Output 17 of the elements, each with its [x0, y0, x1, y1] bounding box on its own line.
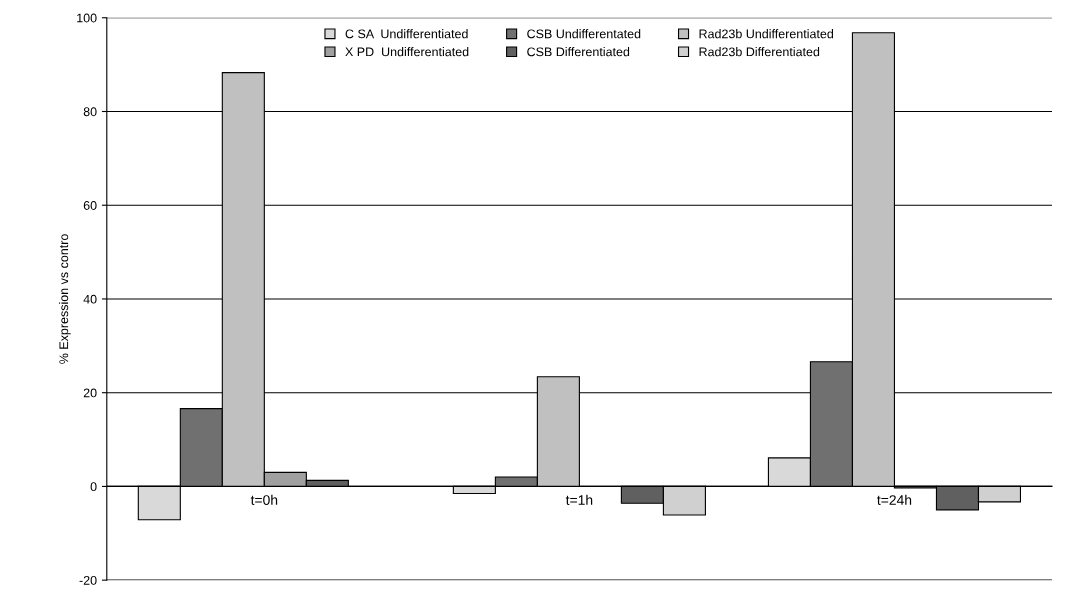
y-tick-label: 80 [83, 107, 97, 117]
y-tick-label: 20 [83, 388, 97, 398]
y-tick-label: -20 [79, 575, 97, 585]
y-tick-label: 40 [83, 294, 97, 304]
legend-label: CSB Undifferentated [527, 29, 641, 39]
x-tick-label: t=1h [565, 494, 593, 505]
x-tick-label: t=0h [250, 494, 278, 505]
y-tick-label: 100 [77, 13, 97, 23]
legend-label: X PD Undifferentiated [345, 47, 469, 57]
x-tick-label: t=24h [877, 494, 912, 505]
legend-label: Rad23b Undifferentiated [699, 29, 834, 39]
legend-label: CSB Differentiated [527, 47, 630, 57]
legend-label: Rad23b Differentiated [699, 47, 820, 57]
y-tick-label: 0 [90, 482, 97, 492]
legend-label: C SA Undifferentiated [345, 29, 468, 39]
y-axis-title: % Expression vs contro [59, 234, 71, 364]
y-tick-label: 60 [83, 201, 97, 210]
